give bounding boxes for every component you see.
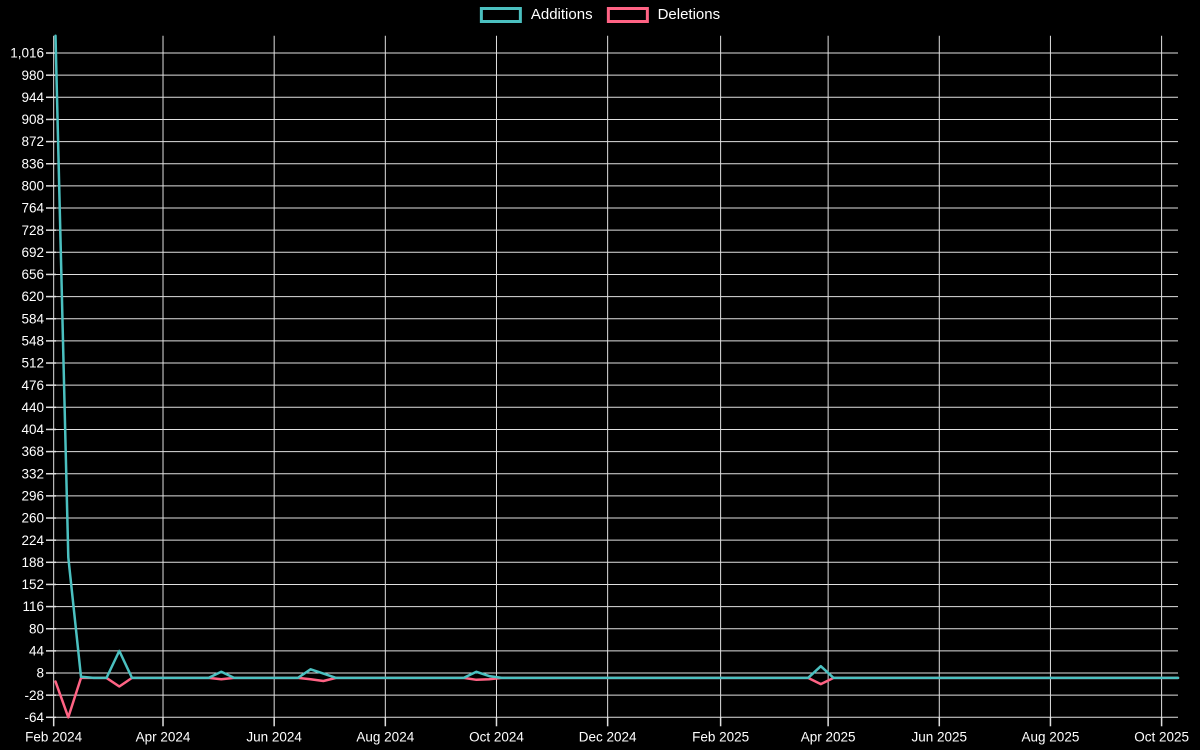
y-tick-label: 512 (21, 356, 44, 371)
y-tick-label: 872 (21, 134, 44, 149)
y-tick-label: 656 (21, 267, 44, 282)
y-tick-label: 476 (21, 378, 44, 393)
legend-item-additions[interactable]: Additions (479, 6, 593, 23)
y-tick-label: 188 (21, 555, 44, 570)
y-tick-label: 44 (29, 643, 45, 658)
x-tick-label: Apr 2025 (801, 729, 856, 744)
y-tick-label: -64 (24, 710, 44, 725)
y-tick-label: 1,016 (10, 46, 44, 61)
y-tick-label: 944 (21, 90, 44, 105)
additions-swatch-icon (479, 7, 522, 23)
y-tick-label: 836 (21, 156, 44, 171)
x-tick-label: Jun 2025 (912, 729, 968, 744)
y-tick-label: 260 (21, 511, 44, 526)
legend-item-deletions[interactable]: Deletions (606, 6, 721, 23)
legend-label-additions: Additions (530, 6, 593, 23)
deletions-swatch-icon (606, 7, 649, 23)
y-tick-label: 224 (21, 533, 44, 548)
legend-label-deletions: Deletions (657, 6, 721, 23)
y-tick-label: 404 (21, 422, 44, 437)
y-tick-label: 296 (21, 488, 44, 503)
y-tick-label: 908 (21, 112, 44, 127)
y-tick-label: 368 (21, 444, 44, 459)
x-tick-label: Oct 2024 (469, 729, 524, 744)
x-tick-label: Apr 2024 (136, 729, 191, 744)
y-tick-label: 116 (22, 599, 44, 614)
y-tick-label: 332 (21, 466, 44, 481)
y-tick-label: 152 (21, 577, 44, 592)
y-tick-label: 692 (21, 245, 44, 260)
x-tick-label: Jun 2024 (246, 729, 302, 744)
x-tick-label: Dec 2024 (579, 729, 637, 744)
y-tick-label: 440 (21, 400, 44, 415)
y-tick-label: 8 (36, 666, 44, 681)
x-tick-label: Feb 2024 (25, 729, 83, 744)
y-tick-label: 980 (21, 68, 44, 83)
x-tick-label: Feb 2025 (692, 729, 749, 744)
chart-legend: Additions Deletions (479, 6, 721, 23)
x-tick-label: Aug 2025 (1022, 729, 1080, 744)
y-tick-label: 620 (21, 289, 44, 304)
y-tick-label: 728 (21, 223, 44, 238)
deletions-line (54, 676, 1180, 719)
y-tick-label: 764 (21, 201, 44, 216)
y-tick-label: -28 (24, 688, 44, 703)
y-tick-label: 800 (21, 178, 44, 193)
y-tick-label: 80 (29, 621, 44, 636)
y-tick-label: 548 (21, 333, 44, 348)
y-tick-label: 584 (21, 311, 44, 326)
additions-line (54, 34, 1180, 680)
x-tick-label: Oct 2025 (1134, 729, 1189, 744)
x-tick-label: Aug 2024 (356, 729, 414, 744)
